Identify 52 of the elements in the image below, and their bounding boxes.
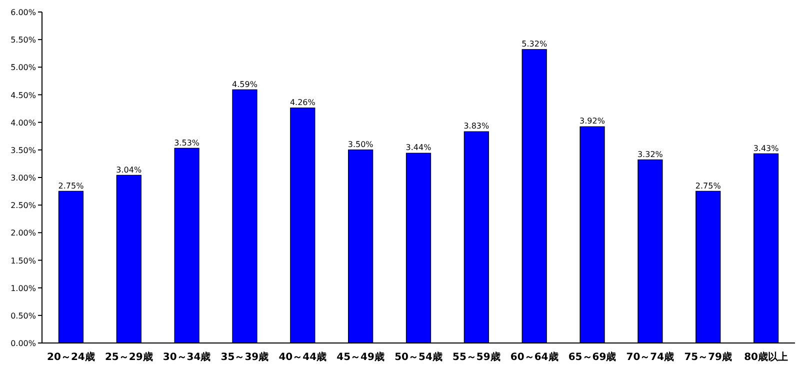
y-tick-label: 3.50% — [10, 146, 36, 155]
y-tick-label: 2.50% — [10, 201, 36, 210]
bar — [522, 49, 547, 344]
y-tick-label: 4.00% — [10, 118, 36, 128]
bar — [580, 126, 605, 344]
x-tick-label: 20～24歳 — [47, 351, 95, 363]
y-tick-label: 1.00% — [10, 284, 36, 293]
x-tick-label: 30～34歳 — [162, 351, 211, 363]
data-label: 5.32% — [522, 40, 548, 49]
bar — [638, 159, 663, 344]
x-tick-label: 60～64歳 — [510, 351, 558, 363]
bar — [696, 190, 721, 344]
data-label: 3.50% — [348, 140, 374, 149]
bar — [232, 89, 258, 344]
x-tick-label: 50～54歳 — [394, 351, 442, 363]
y-tick-label: 1.50% — [10, 256, 36, 266]
y-tick-label: 5.50% — [10, 36, 36, 45]
x-tick-label: 25～29歳 — [104, 351, 153, 363]
x-tick-label: 80歳以上 — [744, 351, 788, 363]
data-label: 3.32% — [637, 150, 664, 159]
bar — [464, 131, 489, 344]
bar — [290, 108, 316, 344]
data-label: 2.75% — [695, 181, 722, 190]
y-tick-label: 0.50% — [10, 311, 36, 320]
y-tick-label: 5.00% — [10, 63, 36, 72]
x-tick-label: 35～39歳 — [220, 351, 269, 363]
data-label: 3.43% — [753, 144, 780, 153]
x-tick-label: 70～74歳 — [626, 351, 674, 363]
data-label: 4.59% — [232, 80, 258, 89]
y-tick-label: 0.00% — [10, 339, 36, 348]
data-label: 3.04% — [116, 165, 142, 174]
x-tick-label: 55～59歳 — [452, 351, 500, 363]
x-tick-label: 75～79歳 — [684, 351, 732, 363]
y-tick-label: 2.00% — [10, 228, 36, 238]
data-label: 4.26% — [290, 98, 316, 107]
bar — [348, 150, 374, 344]
x-tick-label: 45～49歳 — [336, 351, 384, 363]
y-tick-label: 6.00% — [10, 8, 36, 17]
data-label: 3.53% — [174, 138, 200, 148]
bar — [174, 148, 200, 344]
y-tick-label: 4.50% — [10, 90, 36, 100]
bar — [406, 152, 432, 344]
data-label: 3.92% — [580, 116, 606, 126]
bar — [753, 153, 779, 344]
y-tick-label: 3.00% — [10, 174, 36, 182]
data-label: 3.83% — [464, 122, 490, 131]
data-label: 3.44% — [406, 143, 432, 152]
bar — [58, 190, 84, 344]
x-tick-label: 40～44歳 — [278, 351, 327, 363]
bar — [116, 174, 142, 344]
data-label: 2.75% — [58, 181, 84, 190]
x-tick-label: 65～69歳 — [568, 351, 616, 363]
